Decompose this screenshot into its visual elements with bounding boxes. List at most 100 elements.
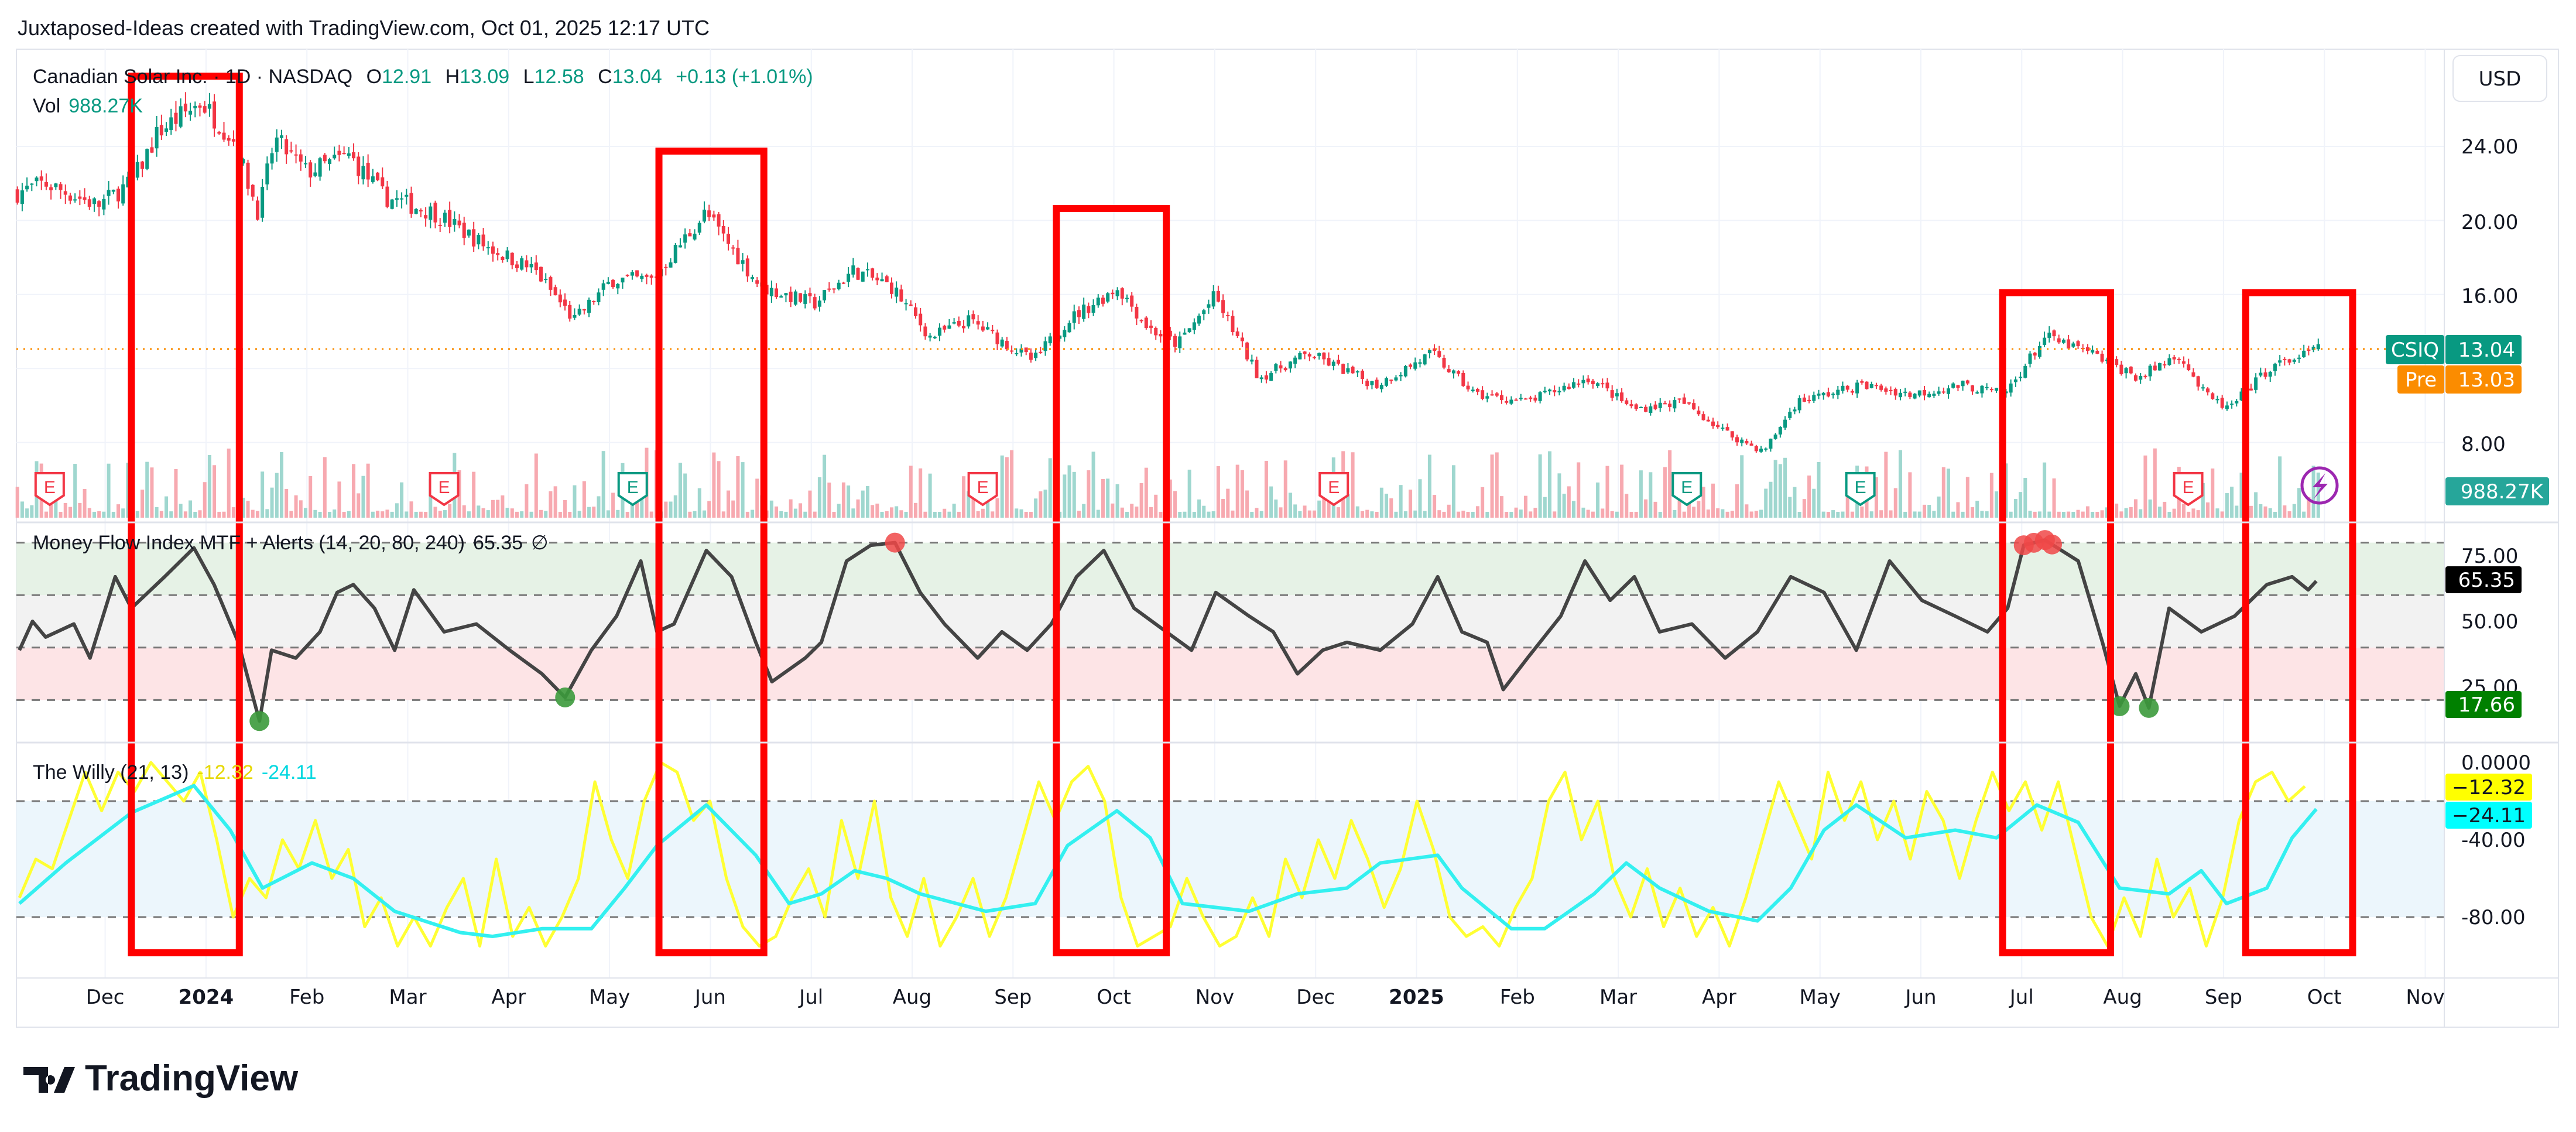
candle-body [1841, 385, 1845, 391]
volume-bar [155, 507, 159, 518]
candle-body [1596, 383, 1600, 386]
volume-bar [611, 493, 615, 518]
volume-bar [1927, 504, 1931, 518]
candle-body [1168, 330, 1172, 337]
volume-bar [1879, 510, 1883, 518]
candle-body [1125, 297, 1129, 299]
volume-bar [1019, 509, 1023, 518]
volume-bar [1514, 507, 1518, 518]
volume-bar [2287, 511, 2291, 518]
volume-bar [799, 503, 803, 518]
candle-body [265, 163, 269, 184]
candle-body [1548, 389, 1552, 392]
volume-bar [2239, 473, 2243, 518]
volume-bar [1543, 497, 1547, 518]
mfi-tick: 75.00 [2461, 545, 2518, 568]
candle-body [635, 270, 639, 277]
volume-bar [145, 461, 149, 518]
volume-bar [279, 452, 283, 518]
candle-body [424, 215, 428, 219]
candle-body [20, 190, 24, 204]
volume-bar [1337, 507, 1341, 518]
willy-fast-value: -12.32 [197, 761, 253, 784]
volume-bars [15, 447, 2320, 518]
candle-body [1471, 389, 1475, 391]
mfi-oversold-alert [555, 687, 576, 707]
volume-bar [1735, 484, 1739, 518]
candle-body [251, 184, 255, 197]
candle-body [630, 272, 634, 276]
volume-bar [1130, 504, 1134, 518]
volume-bar [1365, 509, 1369, 518]
candle-body [1625, 400, 1629, 404]
volume-bar [2085, 506, 2089, 518]
candle-body [496, 253, 500, 255]
candle-body [2129, 367, 2133, 374]
willy-legend[interactable]: The Willy (21, 13) -12.32 -24.11 [33, 761, 317, 784]
price-tick: 20.00 [2461, 211, 2518, 234]
volume-bar [448, 504, 452, 518]
lightning-icon[interactable] [2300, 466, 2339, 505]
volume-bar [1235, 464, 1239, 518]
candle-body [1975, 392, 1979, 394]
currency-button[interactable] [2452, 55, 2547, 102]
volume-bar [1591, 511, 1595, 518]
volume-bar [467, 511, 471, 518]
candle-body [2067, 339, 2071, 349]
volume-bar [2033, 511, 2037, 518]
volume-bar [861, 490, 865, 518]
candle-body [2100, 353, 2104, 362]
candle-body [337, 151, 341, 155]
candle-body [2057, 338, 2061, 343]
volume-bar [909, 466, 913, 518]
willy-tick: -40.00 [2461, 829, 2526, 852]
candle-body [1961, 381, 1965, 387]
candle-body [2167, 358, 2171, 365]
candle-body [549, 277, 553, 290]
time-axis[interactable]: Dec 2024 Feb Mar Apr May Jun Jul Aug Sep Oct Nov Dec… [86, 986, 2445, 1009]
candle-body [1965, 380, 1969, 384]
volume-bar [1740, 455, 1744, 518]
candle-body [231, 139, 235, 142]
volume-bar [159, 511, 163, 518]
volume-bar [2153, 448, 2157, 518]
time-tick: Nov [2406, 986, 2444, 1009]
currency-label[interactable]: USD [2479, 67, 2522, 91]
candle-body [751, 277, 755, 279]
volume-bar [1668, 450, 1672, 518]
mfi-legend[interactable]: Money Flow Index MTF + Alerts (14, 20, 8… [33, 532, 549, 554]
earnings-label: E [627, 478, 639, 497]
volume-bar [2316, 472, 2320, 518]
highlight-box [128, 73, 243, 956]
volume-bar [198, 510, 202, 518]
earnings-label: E [44, 478, 56, 497]
volume-bar [1269, 486, 1273, 518]
volume-bar [1322, 481, 1326, 518]
volume-bar [938, 511, 942, 518]
candle-body [841, 282, 845, 284]
candle-body [207, 104, 211, 109]
candle-body [1499, 395, 1503, 400]
volume-bar [923, 511, 927, 518]
candle-body [520, 258, 524, 270]
candle-body [1385, 378, 1389, 386]
volume-bar [1370, 511, 1374, 518]
candle-body [2013, 379, 2017, 382]
volume-bar [1293, 504, 1297, 518]
candle-body [962, 326, 966, 329]
volume-bar [1101, 478, 1105, 518]
volume-bar [573, 485, 577, 518]
volume-bar [919, 468, 923, 518]
volume-bar [592, 507, 596, 518]
candle-body [1913, 394, 1917, 399]
volume-bar [472, 471, 476, 518]
candle-body [1649, 406, 1653, 413]
svg-text:CSIQ: CSIQ [2391, 338, 2439, 362]
candle-body [1745, 441, 1749, 444]
candle-body [1932, 394, 1936, 396]
time-tick: Nov [1195, 986, 1234, 1009]
volume-bar [25, 508, 29, 518]
candle-body [2095, 351, 2099, 354]
symbol-name[interactable]: Canadian Solar Inc. · 1D · NASDAQ [33, 66, 352, 88]
